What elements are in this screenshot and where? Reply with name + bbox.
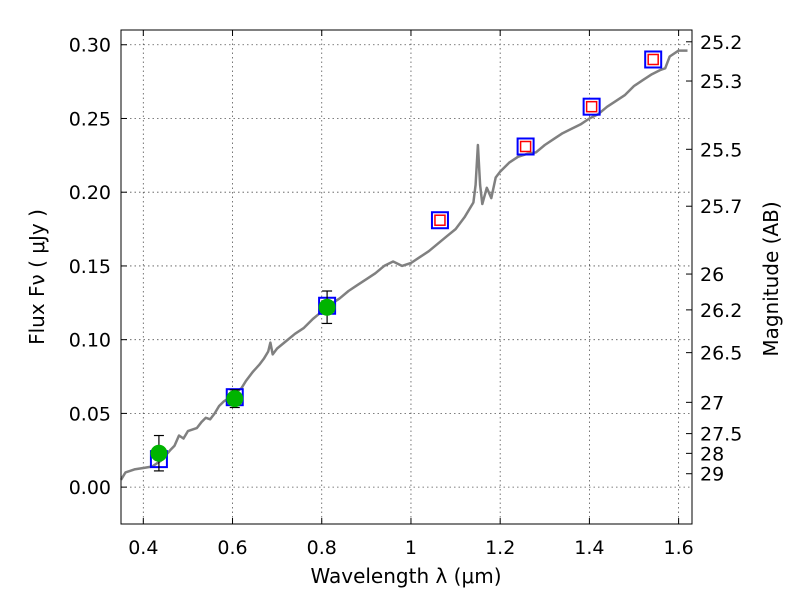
x-tick-label: 1.4	[574, 537, 604, 559]
model-square	[582, 97, 601, 116]
observed-point	[318, 298, 336, 316]
x-tick-label: 1.6	[664, 537, 694, 559]
y-tick-label: 0.15	[69, 256, 111, 278]
right-tick-label: 26.2	[700, 300, 742, 322]
limit-square	[647, 53, 659, 66]
y-tick-label: 0.25	[69, 108, 111, 130]
right-tick-label: 28	[700, 443, 724, 465]
limit-square	[434, 214, 446, 226]
right-tick-label: 25.2	[700, 32, 742, 54]
y-tick-label: 0.30	[69, 35, 111, 57]
right-tick-label: 25.7	[700, 196, 742, 218]
y-tick-label: 0.00	[69, 477, 111, 499]
right-tick-label: 25.3	[700, 71, 742, 93]
y-tick-label: 0.20	[69, 182, 111, 204]
axes: 0.4 0.6 0.8 1 1.2 1.4 1.6 0.00 0.05 0.10 0.15 0.20 0…	[69, 30, 742, 559]
model-square	[430, 211, 449, 230]
spectrum-line	[119, 49, 688, 481]
plot-area	[119, 49, 688, 481]
right-tick-label: 26	[700, 264, 724, 286]
y-axis-label-left: Flux Fν ( μJy )	[25, 209, 49, 345]
right-tick-label: 25.5	[700, 139, 742, 161]
plot-frame	[120, 29, 693, 525]
model-square	[516, 137, 535, 156]
x-axis-label: Wavelength λ (μm)	[310, 564, 501, 588]
y-axis-label-right: Magnitude (AB)	[759, 201, 783, 356]
observed-point	[150, 444, 168, 462]
x-tick-label: 0.6	[217, 537, 247, 559]
right-tick-label: 26.5	[700, 343, 742, 365]
model-square	[644, 50, 663, 69]
x-tick-label: 1	[405, 537, 417, 559]
limit-square	[519, 140, 532, 153]
y-tick-label: 0.10	[69, 330, 111, 352]
x-tick-label: 0.4	[128, 537, 158, 559]
limit-square	[585, 100, 598, 113]
y-tick-label: 0.05	[69, 403, 111, 425]
grid-lines	[121, 30, 692, 524]
x-tick-label: 1.2	[485, 537, 515, 559]
right-tick-label: 27	[700, 392, 724, 414]
x-tick-label: 0.8	[307, 537, 337, 559]
right-tick-label: 27.5	[700, 424, 742, 446]
observed-point	[226, 390, 244, 408]
right-tick-label: 29	[700, 464, 724, 486]
